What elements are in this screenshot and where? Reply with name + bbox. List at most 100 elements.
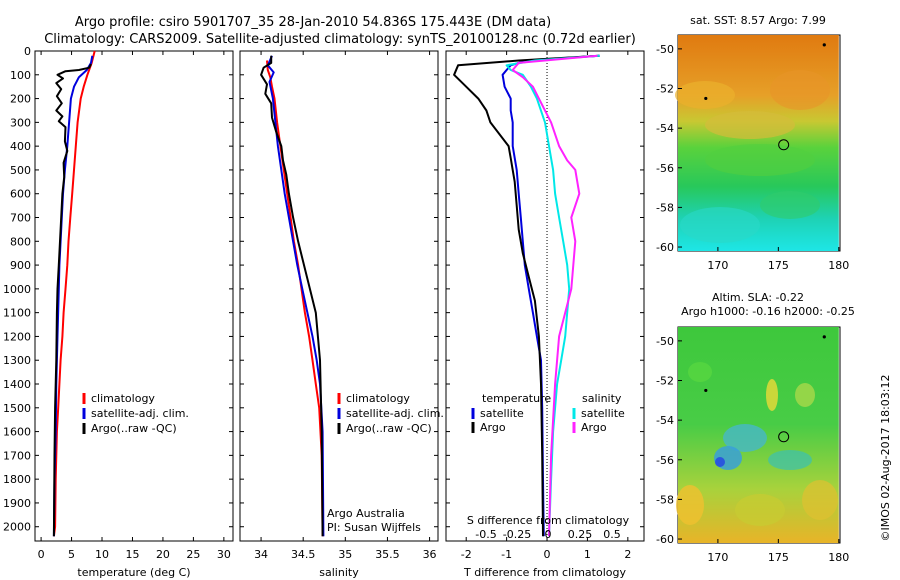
temperature-profile-y-tick-label: 1700 xyxy=(3,449,31,462)
difference-s-tick-label: 0 xyxy=(545,528,552,541)
sst-map-y-tick-label: -60 xyxy=(656,241,674,254)
salinity-profile-series-line xyxy=(266,55,325,537)
sst-map-float-marker xyxy=(704,96,708,101)
difference-s-tick-label: 0.25 xyxy=(568,528,593,541)
sst-map-field-feature xyxy=(705,111,795,139)
sla-map-field-feature xyxy=(715,457,725,467)
sla-map-field-feature xyxy=(735,494,785,526)
sla-map-x-tick-label: 180 xyxy=(828,551,849,564)
temperature-profile-series-line xyxy=(52,50,96,537)
salinity-annotation-line2: PI: Susan Wijffels xyxy=(327,521,421,534)
temperature-profile-y-tick-label: 1400 xyxy=(3,378,31,391)
difference-profile-x-tick-label: 2 xyxy=(624,548,631,561)
temperature-profile-y-tick-label: 1100 xyxy=(3,307,31,320)
salinity-profile-x-tick-label: 35 xyxy=(338,548,352,561)
sst-map-title: sat. SST: 8.57 Argo: 7.99 xyxy=(690,14,826,27)
temperature-profile-legend-label: Argo(..raw -QC) xyxy=(91,422,177,435)
temperature-profile-y-tick-label: 1300 xyxy=(3,354,31,367)
temperature-profile-y-tick-label: 2000 xyxy=(3,521,31,534)
temperature-profile-y-tick-label: 500 xyxy=(10,164,31,177)
salinity-profile-legend-label: climatology xyxy=(346,392,410,405)
difference-profile-x-tick-label: -1 xyxy=(501,548,512,561)
temperature-profile-series-line xyxy=(52,63,92,537)
salinity-profile-series-line xyxy=(260,55,324,537)
difference-profile-series-line xyxy=(453,54,600,537)
temperature-profile-x-tick-label: 0 xyxy=(38,548,45,561)
salinity-profile-legend-label: Argo(..raw -QC) xyxy=(346,422,432,435)
temperature-profile-x-tick-label: 10 xyxy=(95,548,109,561)
salinity-annotation-line1: Argo Australia xyxy=(327,507,405,520)
temperature-profile-legend-label: satellite-adj. clim. xyxy=(91,407,189,420)
salinity-profile-series-line xyxy=(266,60,324,537)
sla-map-chart: 170 175 180 -50 -52 -54 -56 -58 -60 Altim. SLA: -… xyxy=(656,291,855,564)
difference-profile-x-tick-label: 0 xyxy=(544,548,551,561)
temperature-profile-legend-label: climatology xyxy=(91,392,155,405)
sla-map-float-marker xyxy=(822,335,826,339)
temperature-profile-y-tick-label: 400 xyxy=(10,140,31,153)
difference-profile-x-tick-label: 1 xyxy=(584,548,591,561)
sla-map-field-feature xyxy=(766,379,778,411)
sla-map-title: Altim. SLA: -0.22 xyxy=(712,291,804,304)
temperature-profile-x-axis-label: temperature (deg C) xyxy=(77,566,190,579)
temperature-profile-y-tick-label: 300 xyxy=(10,116,31,129)
temperature-profile-y-tick-label: 1000 xyxy=(3,283,31,296)
difference-legend-label: Argo xyxy=(480,421,506,434)
difference-profile-frame xyxy=(445,50,645,542)
temperature-profile-y-tick-label: 1600 xyxy=(3,426,31,439)
sla-map-field-feature xyxy=(802,480,838,520)
sla-map-profile-marker xyxy=(778,431,790,443)
sst-map-y-tick-label: -52 xyxy=(656,83,674,96)
footer-stamp: ©IMOS 02-Aug-2017 18:03:12 xyxy=(879,375,892,542)
sla-map-title: Argo h1000: -0.16 h2000: -0.25 xyxy=(681,305,855,318)
sla-map-y-tick-label: -56 xyxy=(656,454,674,467)
temperature-profile-x-tick-label: 5 xyxy=(68,548,75,561)
sla-map-x-tick-label: 170 xyxy=(707,551,728,564)
salinity-profile-x-tick-label: 34.5 xyxy=(291,548,316,561)
figure-title-line2: Climatology: CARS2009. Satellite-adjuste… xyxy=(44,32,636,47)
temperature-profile-y-tick-label: 900 xyxy=(10,259,31,272)
difference-legend-title-salinity: salinity xyxy=(582,392,622,405)
sla-map-y-tick-label: -52 xyxy=(656,375,674,388)
sst-map-x-tick-label: 170 xyxy=(707,259,728,272)
sla-map-y-tick-label: -60 xyxy=(656,533,674,546)
temperature-profile-y-tick-label: 0 xyxy=(24,45,31,58)
sst-map-field-feature xyxy=(705,144,815,176)
salinity-profile-x-tick-label: 35.5 xyxy=(375,548,400,561)
sla-map-x-tick-label: 175 xyxy=(768,551,789,564)
sla-map-field-feature xyxy=(795,383,815,407)
difference-s-tick-label: 0.5 xyxy=(603,528,621,541)
sla-map-field-feature xyxy=(768,450,812,470)
salinity-profile-x-tick-label: 34 xyxy=(254,548,268,561)
sst-map-float-marker xyxy=(822,43,826,47)
temperature-profile-x-tick-label: 20 xyxy=(156,548,170,561)
sla-map-field-feature xyxy=(688,362,712,382)
figure-title-line1: Argo profile: csiro 5901707_35 28-Jan-20… xyxy=(75,15,551,30)
sst-map-y-tick-label: -56 xyxy=(656,162,674,175)
difference-profile-x-axis-label: T difference from climatology xyxy=(463,566,626,579)
temperature-profile-y-tick-label: 600 xyxy=(10,188,31,201)
temperature-profile-y-tick-label: 200 xyxy=(10,93,31,106)
sst-map-y-tick-label: -54 xyxy=(656,122,674,135)
sla-map-field-feature xyxy=(676,485,704,525)
sst-map-profile-marker xyxy=(778,139,790,151)
temperature-profile-chart: 0 5 10 15 20 25 30 temperature (deg C) 0 100 200 30… xyxy=(3,45,234,579)
temperature-profile-y-tick-label: 800 xyxy=(10,235,31,248)
salinity-profile-x-tick-label: 36 xyxy=(423,548,437,561)
difference-s-tick-label: -0.5 xyxy=(475,528,496,541)
sla-map-float-marker xyxy=(704,388,708,393)
difference-s-tick-label: -0.25 xyxy=(503,528,531,541)
sst-map-field-feature xyxy=(760,191,820,219)
sst-map-field-feature xyxy=(680,207,760,243)
sst-map-field-feature xyxy=(675,81,735,109)
sst-map-y-tick-label: -50 xyxy=(656,43,674,56)
temperature-profile-x-tick-label: 25 xyxy=(186,548,200,561)
sla-map-y-tick-label: -54 xyxy=(656,414,674,427)
difference-legend-label: satellite xyxy=(480,407,524,420)
difference-legend-label: satellite xyxy=(581,407,625,420)
temperature-profile-y-tick-label: 1900 xyxy=(3,497,31,510)
temperature-profile-y-tick-label: 1200 xyxy=(3,330,31,343)
temperature-profile-y-tick-label: 1500 xyxy=(3,402,31,415)
temperature-profile-y-tick-label: 1800 xyxy=(3,473,31,486)
difference-profile-x-tick-label: -2 xyxy=(461,548,472,561)
